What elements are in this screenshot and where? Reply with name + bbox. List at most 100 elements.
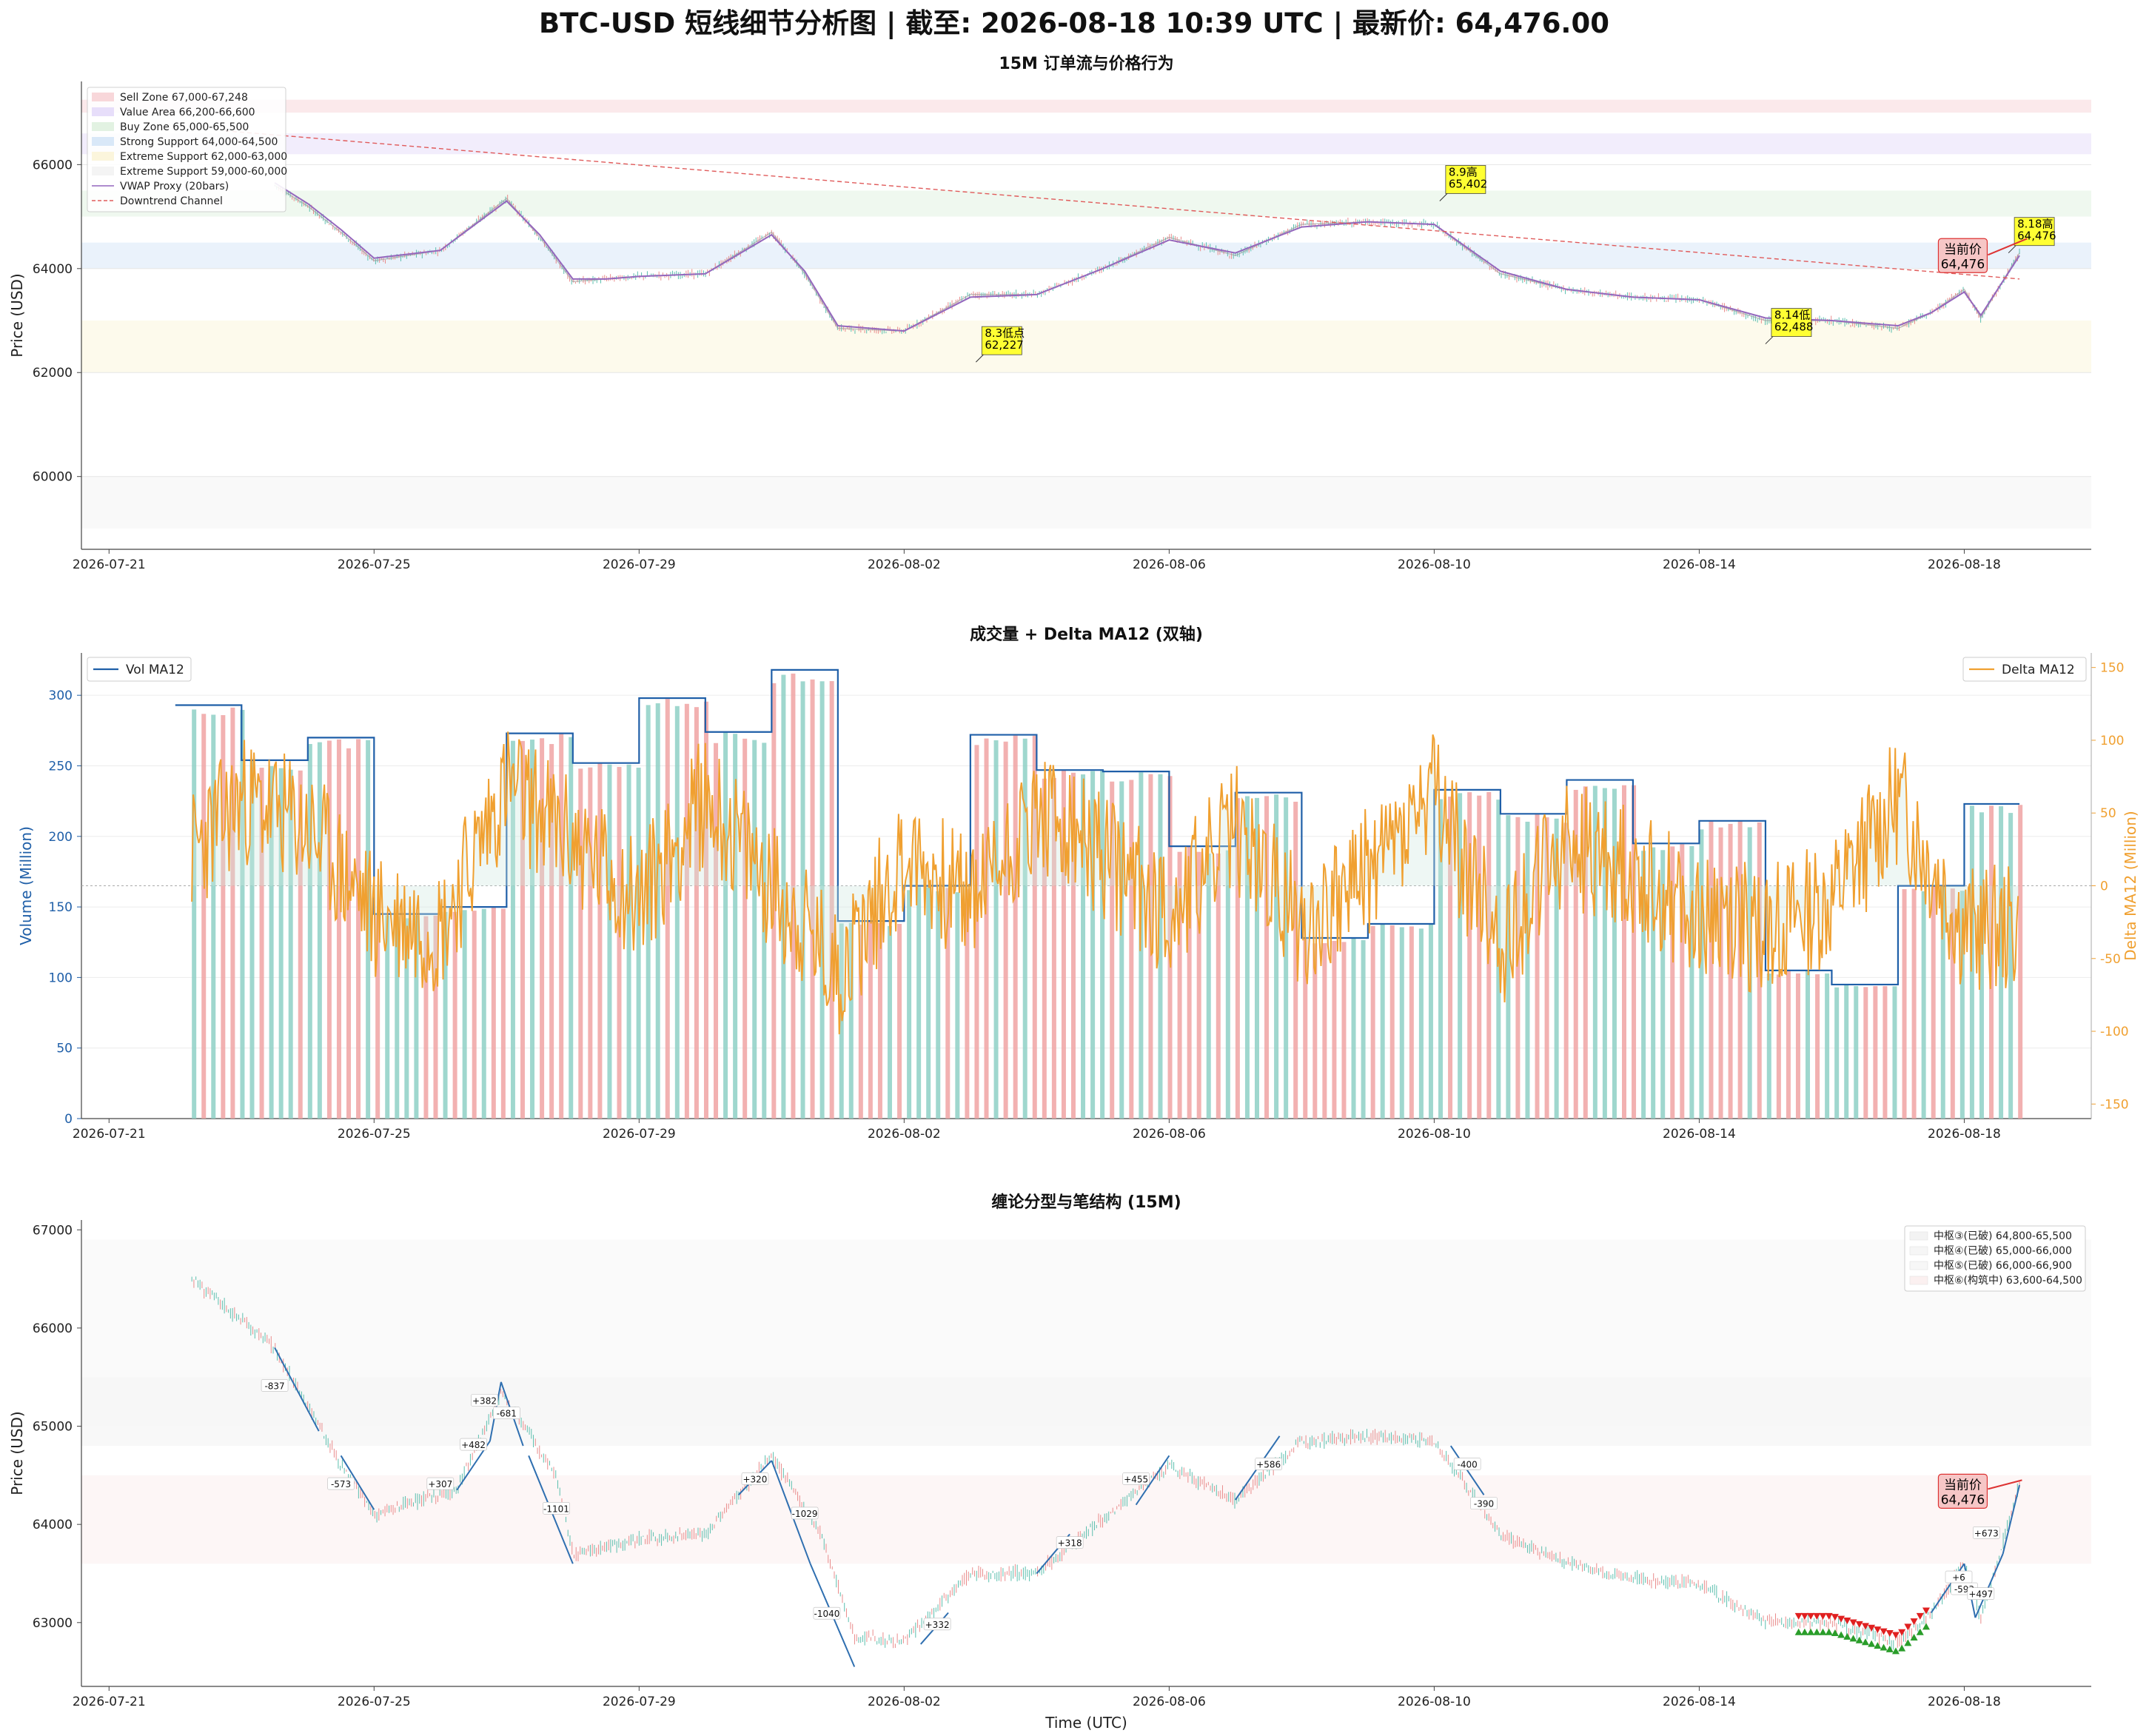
annotation-box xyxy=(981,326,1022,355)
chan-ytick-label: 64000 xyxy=(33,1518,73,1532)
chan-legend-label: 中枢③(已破) 64,800-65,500 xyxy=(1934,1230,2072,1242)
volume-bar xyxy=(1535,814,1540,1119)
volume-bar xyxy=(907,890,912,1119)
volume-bar xyxy=(1070,772,1076,1119)
volume-bar xyxy=(278,768,284,1119)
volume-bar xyxy=(684,703,689,1119)
fractal-bottom-marker xyxy=(1861,1638,1869,1646)
fractal-bottom-marker xyxy=(1837,1631,1845,1638)
chan-legend-swatch xyxy=(1909,1231,1928,1241)
stroke-label: -681 xyxy=(497,1409,517,1419)
volume-bar xyxy=(1061,770,1066,1119)
annotation-label: 8.9高 65,402 xyxy=(1449,165,1488,190)
volume-bar xyxy=(694,707,699,1119)
volume-bar xyxy=(1380,924,1385,1119)
volume-bar xyxy=(307,743,312,1119)
volume-bar xyxy=(936,891,941,1119)
volume-bar xyxy=(1341,942,1347,1119)
chan-xtick-label: 2026-08-06 xyxy=(1133,1695,1206,1709)
volume-bar xyxy=(1274,794,1279,1119)
price-legend-label: Value Area 66,200-66,600 xyxy=(120,107,255,118)
price-xtick-label: 2026-08-14 xyxy=(1663,557,1736,572)
volume-bar xyxy=(626,764,631,1119)
delta-legend-label: Delta MA12 xyxy=(2002,663,2075,677)
fractal-top-marker xyxy=(1831,1614,1839,1621)
volume-bar xyxy=(569,737,574,1119)
price-xtick-label: 2026-08-02 xyxy=(868,557,941,572)
delta-ytick-label: 100 xyxy=(2100,734,2124,748)
volume-bar xyxy=(317,742,322,1119)
volume-bar xyxy=(1332,940,1337,1119)
price-zone-1 xyxy=(81,133,2091,155)
chan-xtick-label: 2026-08-18 xyxy=(1928,1695,2001,1709)
volume-bar xyxy=(1660,850,1666,1119)
volume-bar xyxy=(1834,987,1840,1119)
fractal-top-marker xyxy=(1891,1632,1900,1639)
legend-swatch xyxy=(92,137,114,146)
stroke-label-box xyxy=(1967,1587,1995,1600)
volume-bar xyxy=(993,740,999,1119)
annotation-box xyxy=(1445,165,1486,194)
volume-bar xyxy=(1177,851,1182,1119)
stroke-label-box xyxy=(1470,1497,1498,1509)
volume-bar xyxy=(887,925,892,1119)
volume-bar xyxy=(723,732,728,1119)
fractal-top-marker xyxy=(1813,1612,1821,1620)
volume-bar xyxy=(1244,796,1250,1119)
price-xtick-label: 2026-08-06 xyxy=(1133,557,1206,572)
chan-stroke-segment xyxy=(1449,1445,1485,1495)
fractal-bottom-marker xyxy=(1813,1628,1821,1635)
chan-stroke-segment xyxy=(274,1347,320,1432)
delta-ytick-label: 0 xyxy=(2100,879,2108,894)
fractal-bottom-marker xyxy=(1885,1645,1894,1652)
stroke-label: +673 xyxy=(1974,1528,1999,1538)
volume-xtick-label: 2026-07-21 xyxy=(73,1127,146,1142)
fractal-bottom-marker xyxy=(1855,1636,1863,1643)
annotation-label: 8.18高 64,476 xyxy=(2017,218,2056,243)
volume-bar xyxy=(510,740,515,1119)
volume-bar xyxy=(1844,985,1849,1119)
fractal-bottom-marker xyxy=(1910,1634,1918,1641)
volume-bar xyxy=(2018,805,2023,1119)
volume-bar xyxy=(1873,986,1878,1119)
panel2-title: 成交量 + Delta MA12 (双轴) xyxy=(970,625,1203,644)
volume-bar xyxy=(1187,846,1192,1119)
volume-xtick-label: 2026-07-25 xyxy=(338,1127,411,1142)
price-series-2 xyxy=(224,130,2020,280)
volume-bar xyxy=(1632,785,1637,1119)
volume-bar xyxy=(1409,926,1414,1119)
volume-bar xyxy=(1110,781,1115,1119)
volume-bar xyxy=(1815,974,1820,1119)
vol-ma12-line xyxy=(175,668,2020,986)
volume-bar xyxy=(385,915,390,1119)
volume-bar xyxy=(1583,786,1588,1119)
volume-bar xyxy=(1747,827,1752,1119)
chan-current-price-box xyxy=(1937,1473,1988,1509)
figure-title: BTC-USD 短线细节分析图 | 截至: 2026-08-18 10:39 U… xyxy=(539,7,1609,39)
volume-bar xyxy=(1786,971,1791,1119)
volume-bar xyxy=(1399,927,1404,1119)
volume-bar xyxy=(829,681,834,1119)
volume-bar xyxy=(1322,943,1327,1119)
fractal-bottom-marker xyxy=(1916,1628,1924,1635)
volume-bar xyxy=(259,768,264,1119)
chan-legend-label: 中枢⑥(构筑中) 63,600-64,500 xyxy=(1934,1275,2082,1287)
volume-bar xyxy=(1003,741,1008,1119)
stroke-label: -400 xyxy=(1458,1460,1478,1470)
volume-bar xyxy=(1931,885,1936,1119)
volume-bar xyxy=(1854,985,1859,1119)
volume-bar xyxy=(1766,973,1771,1119)
chan-xtick-label: 2026-07-21 xyxy=(73,1695,146,1709)
volume-bar xyxy=(1602,788,1607,1119)
volume-bar xyxy=(984,738,989,1119)
volume-bar xyxy=(211,714,216,1119)
volume-bar xyxy=(1448,797,1453,1119)
volume-bar xyxy=(1554,818,1559,1119)
volume-ytick-label: 300 xyxy=(49,688,73,703)
volume-bar xyxy=(221,715,226,1119)
fractal-top-marker xyxy=(1825,1612,1833,1620)
volume-bar xyxy=(1235,798,1240,1119)
fractal-top-marker xyxy=(1819,1612,1827,1620)
delta-ytick-label: 150 xyxy=(2100,661,2124,676)
price-ytick-label: 60000 xyxy=(33,470,73,485)
